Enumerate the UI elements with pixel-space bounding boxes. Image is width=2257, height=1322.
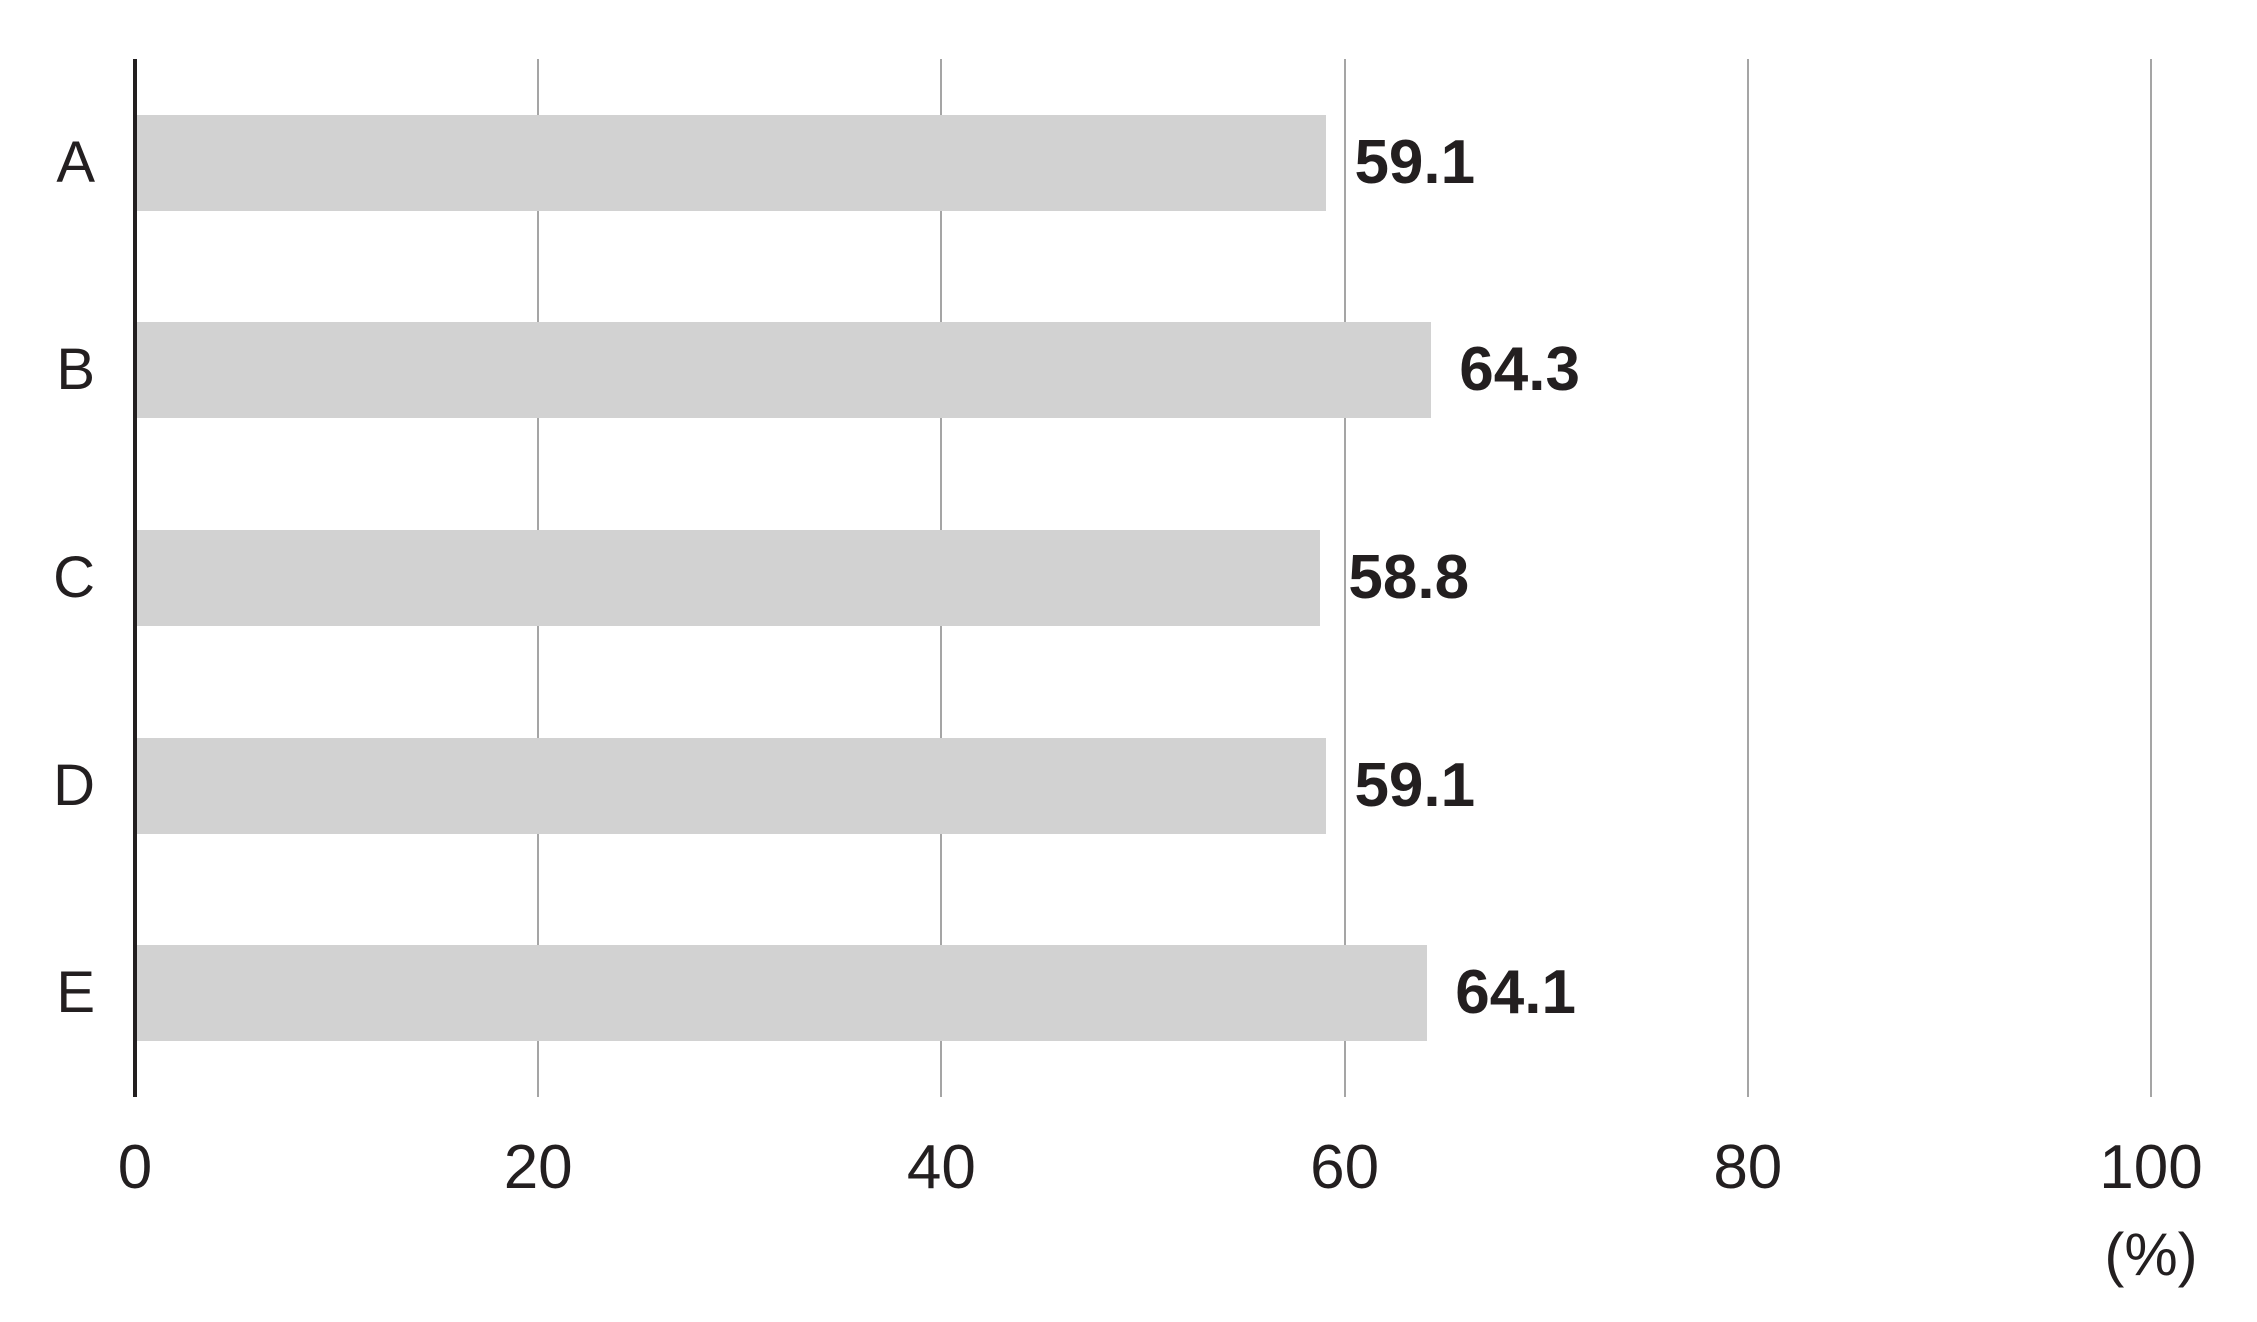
x-tick-label: 80 <box>1713 1133 1783 1202</box>
y-axis-line <box>133 59 137 1097</box>
x-tick-label: 20 <box>503 1133 573 1202</box>
category-label: D <box>53 752 95 818</box>
gridline <box>2150 59 2152 1097</box>
x-tick-label: 60 <box>1310 1133 1380 1202</box>
bar-row: A 59.1 <box>56 59 2151 267</box>
value-label: 64.3 <box>1459 335 1580 405</box>
value-label: 59.1 <box>1354 750 1476 820</box>
value-label: 64.1 <box>1455 958 1576 1028</box>
x-tick-label: 100 <box>2099 1133 2203 1202</box>
bar <box>135 529 1321 626</box>
value-label: 59.1 <box>1354 127 1476 197</box>
bar-row: D 59.1 <box>53 682 2151 890</box>
x-axis-unit-label: (%) <box>2104 1221 2198 1288</box>
category-label: A <box>56 129 95 195</box>
bar <box>135 945 1428 1042</box>
x-tick-label: 0 <box>117 1133 153 1202</box>
category-label: E <box>56 960 95 1026</box>
bar-row: B 64.3 <box>56 267 2151 475</box>
bar <box>135 322 1432 419</box>
gridline <box>1746 59 1749 1097</box>
gridline <box>1343 59 1346 1097</box>
bar-rows: A 59.1 B 64.3 C 58.8 D 59.1 E 64.1 <box>53 59 2151 1097</box>
bar <box>135 737 1327 834</box>
category-label: C <box>53 544 95 610</box>
value-label: 58.8 <box>1348 542 1470 612</box>
bar <box>135 114 1327 211</box>
x-tick-label: 40 <box>906 1133 976 1202</box>
bar-row: E 64.1 <box>56 889 2151 1097</box>
category-label: B <box>56 337 95 403</box>
bar-row: C 58.8 <box>53 474 2151 682</box>
bar-chart: A 59.1 B 64.3 C 58.8 D 59.1 E 64.1 0 20 40 60 80 100 (… <box>53 59 2203 1285</box>
